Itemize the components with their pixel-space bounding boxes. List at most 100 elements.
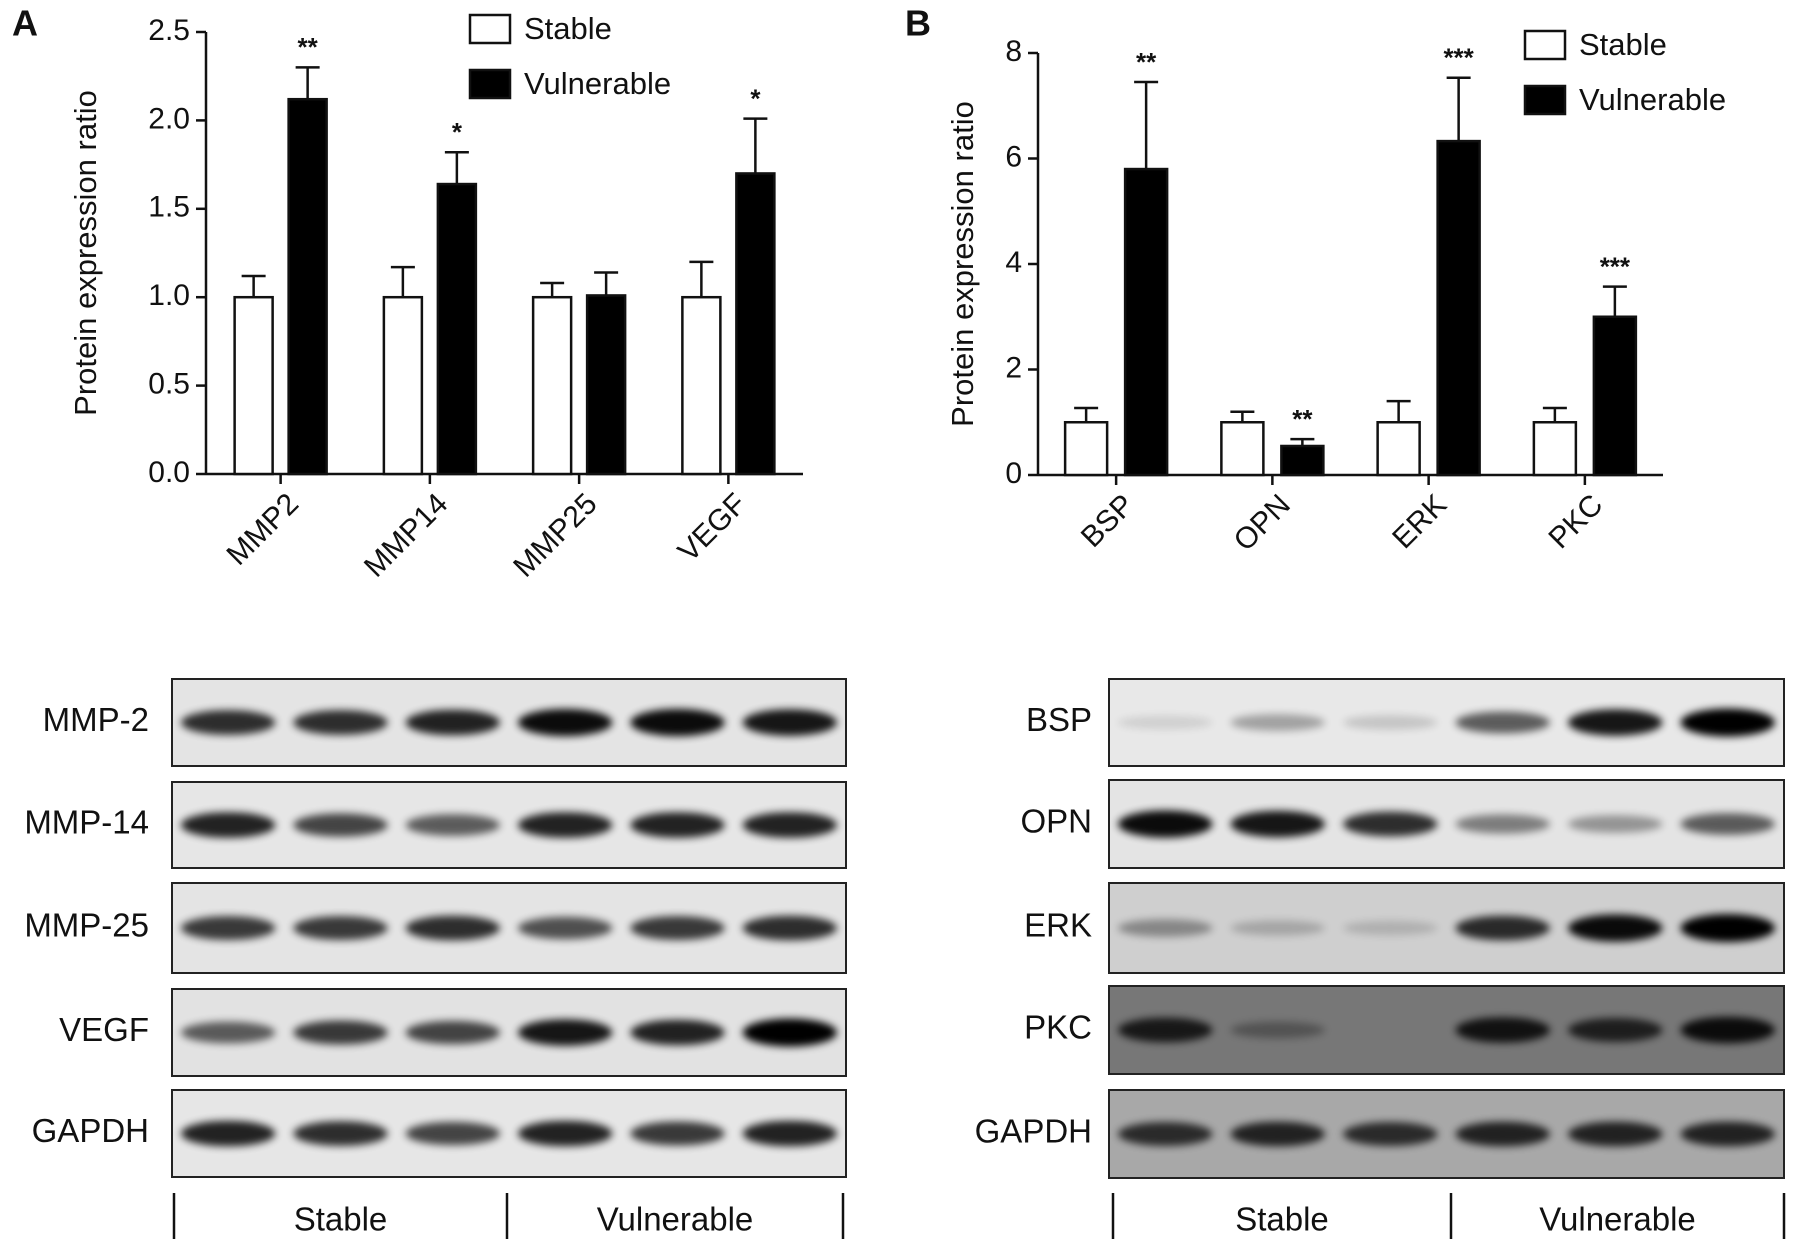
blot-panel [1108, 678, 1785, 767]
blot-band [630, 708, 725, 737]
blot-panel [1108, 985, 1785, 1075]
bar [585, 294, 627, 476]
blot-band [630, 812, 725, 838]
y-axis-label: Protein expression ratio [68, 90, 103, 416]
bar [1376, 421, 1421, 477]
bar [1532, 421, 1578, 477]
blot-panel [171, 781, 847, 869]
blot-band [742, 915, 838, 941]
significance-label: ** [1136, 47, 1157, 77]
panel-letter: B [905, 3, 931, 44]
x-tick-label: BSP [1075, 488, 1141, 554]
y-tick-label: 2.5 [148, 14, 190, 47]
blot-panel [1108, 882, 1785, 974]
bar [1280, 444, 1325, 477]
blot-band [517, 708, 613, 737]
blot-row-label: GAPDH [975, 1113, 1092, 1150]
group-label: Vulnerable [597, 1201, 754, 1238]
blot-band [1343, 811, 1438, 837]
blot-band [1680, 813, 1775, 835]
blot-band [180, 916, 276, 940]
blot-row-label: BSP [1026, 701, 1092, 738]
blot-band [405, 1121, 501, 1146]
blot-band [180, 1120, 276, 1147]
legend-swatch [1523, 84, 1567, 116]
blot-row-label: ERK [1024, 907, 1092, 944]
x-tick-label: MMP25 [507, 487, 603, 583]
legend-swatch [468, 13, 512, 45]
bar [1220, 421, 1265, 477]
group-label: Stable [294, 1201, 388, 1238]
x-tick-label: VEGF [672, 487, 753, 568]
blot-band [1455, 814, 1550, 834]
blot-band [630, 916, 725, 940]
blot-band [742, 1120, 838, 1147]
y-tick-label: 2 [1005, 351, 1022, 384]
panel-letter: A [12, 3, 38, 44]
blot-band [293, 1121, 388, 1146]
bar [1123, 167, 1169, 477]
significance-label: *** [1443, 43, 1474, 73]
bar [382, 295, 424, 476]
blot-band [742, 812, 838, 838]
blot-row-label: GAPDH [32, 1112, 149, 1149]
blot-band [293, 710, 388, 735]
blot-band [1230, 810, 1325, 838]
blot-band [405, 709, 501, 736]
blot-band [742, 1018, 838, 1047]
x-tick-label: MMP14 [358, 487, 454, 583]
blot-panel [1108, 779, 1785, 869]
significance-label: * [452, 117, 463, 147]
y-tick-label: 4 [1005, 246, 1022, 279]
blot-band [1343, 715, 1438, 730]
blot-band [1343, 920, 1438, 936]
blot-panel [1108, 1089, 1785, 1179]
blot-band [742, 709, 838, 736]
blot-band [1455, 711, 1550, 734]
blot-row-label: MMP-2 [43, 701, 149, 738]
blot-band [1568, 1121, 1663, 1147]
blot-band [293, 1020, 388, 1045]
blot-band [293, 813, 388, 837]
blot-band [1568, 815, 1663, 833]
blot-band [517, 916, 613, 940]
blot-band [1568, 914, 1663, 942]
x-tick-label: PKC [1542, 488, 1609, 555]
blot-band [1568, 1018, 1663, 1042]
blot-panel [171, 988, 847, 1077]
significance-label: ** [1292, 404, 1313, 434]
x-tick-label: OPN [1228, 488, 1297, 557]
blot-panel [171, 882, 847, 974]
bar [436, 182, 478, 476]
blot-band [293, 916, 388, 940]
y-tick-label: 1.0 [148, 279, 190, 312]
blot-row-label: MMP-25 [24, 907, 149, 944]
blot-row-label: MMP-14 [24, 804, 149, 841]
significance-label: * [750, 84, 761, 114]
y-tick-label: 8 [1005, 35, 1022, 68]
blot-band [1455, 915, 1550, 941]
blot-band [1455, 1017, 1550, 1043]
blot-band [517, 812, 613, 838]
significance-label: *** [1600, 252, 1631, 282]
blot-band [180, 1021, 276, 1044]
y-tick-label: 0 [1005, 457, 1022, 490]
blot-band [1680, 1016, 1775, 1044]
blot-band [1118, 1017, 1213, 1043]
blot-band [1680, 708, 1775, 737]
legend-label: Stable [1579, 27, 1667, 62]
blot-band [1455, 1121, 1550, 1147]
blot-band [517, 1120, 613, 1147]
blot-band [180, 710, 276, 735]
blot-band [1343, 1122, 1438, 1146]
blot-row-label: PKC [1024, 1009, 1092, 1046]
y-tick-label: 1.5 [148, 191, 190, 224]
blot-band [405, 915, 501, 941]
blot-band [1230, 920, 1325, 936]
blot-band [517, 1019, 613, 1046]
blot-band [1680, 914, 1775, 942]
y-tick-label: 2.0 [148, 102, 190, 135]
group-label: Stable [1235, 1201, 1329, 1238]
legend-swatch [1523, 29, 1567, 61]
legend-label: Vulnerable [524, 66, 671, 101]
